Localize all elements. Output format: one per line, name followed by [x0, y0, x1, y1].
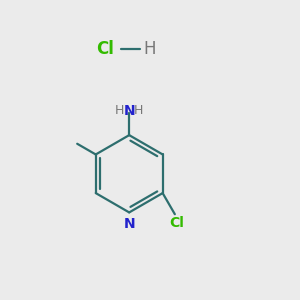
Text: N: N — [123, 217, 135, 231]
Text: H: H — [134, 104, 143, 117]
Text: Cl: Cl — [169, 216, 184, 230]
Text: H: H — [144, 40, 156, 58]
Text: Cl: Cl — [97, 40, 114, 58]
Text: H: H — [115, 104, 124, 117]
Text: N: N — [123, 104, 135, 118]
